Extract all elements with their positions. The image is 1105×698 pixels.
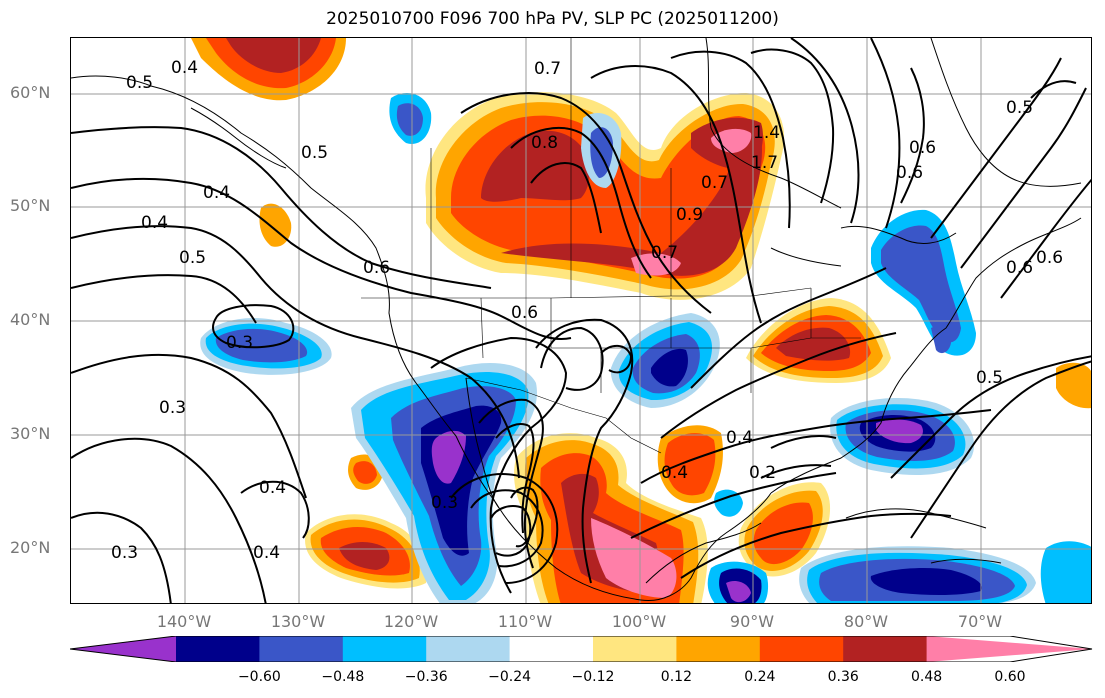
contour-label: 0.3 xyxy=(431,493,458,513)
colorbar-segment xyxy=(426,636,511,662)
colorbar-extend-min xyxy=(70,636,176,662)
colorbar-segment xyxy=(843,636,928,662)
contour-label: 0.4 xyxy=(203,183,230,203)
contour-label: 0.4 xyxy=(726,428,753,448)
contour-label: 0.5 xyxy=(976,368,1003,388)
pv-positive-anomaly-atlantic xyxy=(1056,362,1091,409)
contour-label: 0.6 xyxy=(363,258,390,278)
colorbar-tick-label: −0.36 xyxy=(404,669,448,685)
pv-positive-anomaly-ohio-valley xyxy=(746,298,891,383)
colorbar-tick-label: 0.36 xyxy=(827,669,859,685)
colorbar-segment xyxy=(176,636,260,662)
pv-negative-anomaly-southwest-trough xyxy=(351,363,537,603)
colorbar-segment xyxy=(342,636,427,662)
lat-label-50n: 50°N xyxy=(10,196,51,215)
lon-label-90w: 90°W xyxy=(729,612,775,631)
lat-label-30n: 30°N xyxy=(10,424,51,443)
pv-anomaly-map: 0.4 0.5 0.5 0.4 0.4 0.5 0.6 0.6 0.7 0.8 … xyxy=(71,38,1091,603)
coastlines xyxy=(71,38,1082,602)
contour-label: 0.4 xyxy=(171,58,198,78)
contour-label: 0.7 xyxy=(534,59,561,79)
contour-label: 0.6 xyxy=(1036,248,1063,268)
map-title: 2025010700 F096 700 hPa PV, SLP PC (2025… xyxy=(326,9,779,29)
contour-label: 0.4 xyxy=(661,463,688,483)
lon-label-70w: 70°W xyxy=(957,612,1003,631)
lon-label-110w: 110°W xyxy=(497,612,553,631)
contour-label: 0.3 xyxy=(111,543,138,563)
contour-label: 0.2 xyxy=(749,463,776,483)
pv-positive-anomaly-mexico xyxy=(514,425,723,603)
colorbar-tick-label: 0.12 xyxy=(660,669,692,685)
colorbar-tick-label: −0.60 xyxy=(237,669,281,685)
lon-label-80w: 80°W xyxy=(843,612,889,631)
colorbar-segment xyxy=(676,636,761,662)
contour-label: 0.5 xyxy=(179,248,206,268)
lon-label-100w: 100°W xyxy=(611,612,667,631)
colorbar-tick-label: 0.48 xyxy=(911,669,943,685)
contour-label: 0.7 xyxy=(701,173,728,193)
contour-label: 0.5 xyxy=(1006,98,1033,118)
contour-label: 1.4 xyxy=(753,123,780,143)
contour-label: 0.5 xyxy=(126,73,153,93)
contour-label: 0.6 xyxy=(511,303,538,323)
pv-negative-anomaly-central-america xyxy=(707,489,1091,603)
lon-label-140w: 140°W xyxy=(156,612,212,631)
colorbar-segment xyxy=(759,636,844,662)
colorbar-tick-label: −0.12 xyxy=(571,669,615,685)
pv-negative-anomaly-northeast xyxy=(871,209,976,356)
colorbar-tick-label: 0.24 xyxy=(744,669,776,685)
contour-label: 0.6 xyxy=(896,163,923,183)
contour-label: 0.6 xyxy=(1006,258,1033,278)
pv-negative-anomaly-nw xyxy=(389,93,432,144)
contour-label: 0.9 xyxy=(676,205,703,225)
colorbar-tick-label: −0.24 xyxy=(488,669,532,685)
pv-negative-anomaly-great-plains xyxy=(610,313,720,408)
contour-label: 0.5 xyxy=(301,143,328,163)
contour-label: 1.7 xyxy=(751,153,778,173)
colorbar-segment xyxy=(259,636,344,662)
contour-label: 0.3 xyxy=(159,398,186,418)
contour-label: 0.3 xyxy=(226,333,253,353)
slp-contours xyxy=(71,38,1091,603)
lat-label-20n: 20°N xyxy=(10,538,51,557)
contour-label: 0.8 xyxy=(531,133,558,153)
lon-label-120w: 120°W xyxy=(383,612,439,631)
lat-label-60n: 60°N xyxy=(10,83,51,102)
slp-contour-labels: 0.4 0.5 0.5 0.4 0.4 0.5 0.6 0.6 0.7 0.8 … xyxy=(111,58,1063,563)
colorbar-segment xyxy=(593,636,677,662)
map-plot-area: 0.4 0.5 0.5 0.4 0.4 0.5 0.6 0.6 0.7 0.8 … xyxy=(70,37,1092,604)
colorbar-extend-max xyxy=(926,636,1092,662)
pv-positive-anomaly-east-pacific xyxy=(305,454,427,589)
colorbar-tick-label: −0.48 xyxy=(321,669,365,685)
colorbar-tick-label: 0.60 xyxy=(994,669,1026,685)
pv-positive-anomaly-alaska xyxy=(191,38,346,101)
contour-label: 0.4 xyxy=(253,543,280,563)
contour-label: 0.4 xyxy=(141,213,168,233)
pv-negative-anomaly-gulf xyxy=(830,398,975,475)
lat-label-40n: 40°N xyxy=(10,310,51,329)
colorbar-segment xyxy=(509,636,594,662)
colorbar xyxy=(70,636,1093,662)
contour-label: 0.7 xyxy=(651,243,678,263)
contour-label: 0.6 xyxy=(909,138,936,158)
lon-label-130w: 130°W xyxy=(270,612,326,631)
contour-label: 0.4 xyxy=(259,478,286,498)
